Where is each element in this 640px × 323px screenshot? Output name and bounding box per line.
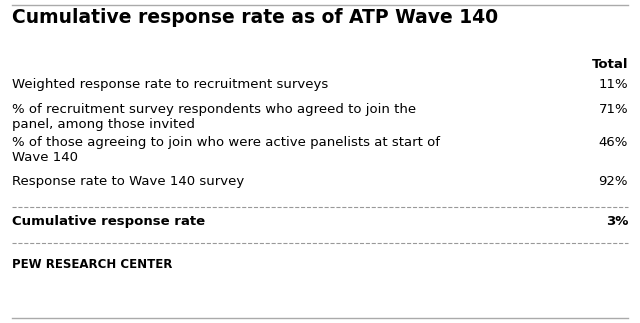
Text: Response rate to Wave 140 survey: Response rate to Wave 140 survey [12,175,244,188]
Text: % of those agreeing to join who were active panelists at start of
Wave 140: % of those agreeing to join who were act… [12,136,440,164]
Text: 11%: 11% [598,78,628,91]
Text: 92%: 92% [598,175,628,188]
Text: 3%: 3% [605,215,628,228]
Text: Total: Total [591,58,628,71]
Text: 46%: 46% [598,136,628,149]
Text: Weighted response rate to recruitment surveys: Weighted response rate to recruitment su… [12,78,328,91]
Text: % of recruitment survey respondents who agreed to join the
panel, among those in: % of recruitment survey respondents who … [12,103,416,131]
Text: Cumulative response rate: Cumulative response rate [12,215,205,228]
Text: PEW RESEARCH CENTER: PEW RESEARCH CENTER [12,258,172,271]
Text: Cumulative response rate as of ATP Wave 140: Cumulative response rate as of ATP Wave … [12,8,498,27]
Text: 71%: 71% [598,103,628,116]
